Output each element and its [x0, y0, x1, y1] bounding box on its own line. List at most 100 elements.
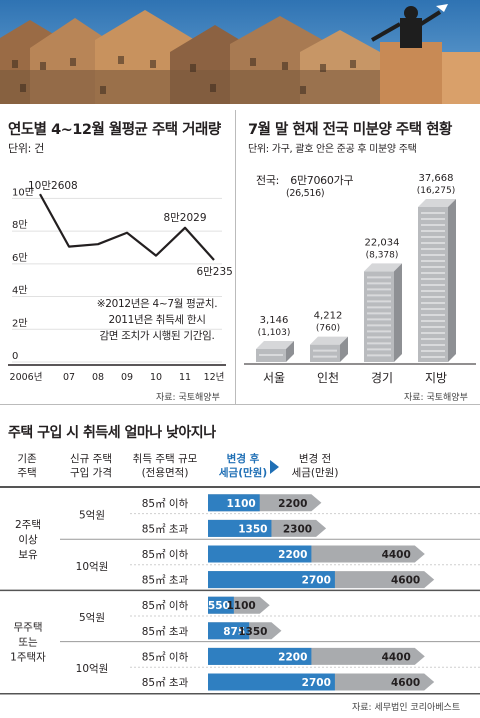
- data-label: 6만2355: [196, 266, 232, 278]
- after-value: 550: [208, 600, 230, 612]
- size-label: 85㎡ 초과: [142, 626, 189, 638]
- x-tick-label: 11: [179, 372, 191, 383]
- bar-after: [208, 545, 312, 563]
- col-header-before: 변경 전 세금(만원): [291, 453, 339, 479]
- bar-sub-label: (16,275): [417, 186, 456, 196]
- line-chart-note: ※2012년은 4~7월 평균치. 2011년은 취득세 한시 감면 조치가 시…: [82, 296, 232, 344]
- bar-chart-title: 7월 말 현재 전국 미분양 주택 현황: [248, 122, 452, 138]
- after-value: 1350: [238, 523, 267, 535]
- after-value: 1100: [226, 498, 255, 510]
- bar-side: [448, 199, 456, 362]
- data-label: 10만2608: [28, 180, 78, 192]
- group-label: 이상: [18, 534, 38, 546]
- x-tick-label: 09: [121, 372, 133, 383]
- data-label: 8만2029: [163, 212, 206, 224]
- bar-value-label: 4,212: [314, 311, 343, 322]
- price-label: 5억원: [79, 612, 105, 624]
- group-label: 1주택자: [10, 652, 46, 664]
- line-chart: 0 2만 4만 6만 8만 10만 2006년 07 08 09 10 11 12년 10만2608 8만2…: [8, 180, 232, 383]
- bar-front: [310, 344, 340, 362]
- after-value: 2700: [302, 575, 331, 587]
- col-header-existing: 기존 주택: [17, 453, 37, 479]
- size-label: 85㎡ 초과: [142, 575, 189, 587]
- bar-after: [208, 571, 335, 589]
- bar-value-label: 22,034: [365, 237, 400, 248]
- category-label: 경기: [371, 371, 393, 385]
- bar-chart-unit: 단위: 가구, 괄호 안은 준공 후 미분양 주택: [248, 144, 417, 155]
- bar-top: [418, 199, 456, 207]
- national-total: 전국: 6만7060가구 (26,516): [256, 172, 354, 199]
- table-title: 주택 구입 시 취득세 얼마나 낮아지나: [8, 425, 216, 441]
- bar-chart-source: 자료: 국토해양부: [404, 393, 468, 403]
- group-label: 또는: [18, 637, 38, 649]
- table-source: 자료: 세무법인 코리아베스트: [352, 703, 461, 713]
- line-chart-source: 자료: 국토해양부: [156, 393, 220, 403]
- col-header-after: 변경 후 세금(만원): [218, 453, 268, 479]
- national-value: 6만7060가구: [290, 174, 354, 187]
- before-value: 4600: [391, 575, 420, 587]
- y-tick-label: 2만: [12, 317, 28, 329]
- after-value: 2700: [302, 677, 331, 689]
- note-line: 감면 조치가 시행된 기간임.: [99, 330, 215, 342]
- before-value: 4400: [382, 549, 411, 561]
- bar-side: [286, 341, 294, 362]
- bar-value-label: 37,668: [419, 173, 454, 184]
- before-value: 2200: [278, 498, 307, 510]
- x-tick-label: 10: [150, 372, 162, 383]
- national-sub: (26,516): [286, 188, 325, 199]
- size-label: 85㎡ 초과: [142, 677, 189, 689]
- note-line: 2011년은 취득세 한시: [108, 314, 206, 326]
- tax-table: 85㎡ 이하 1100 2200 85㎡ 초과 1350 2300 5억원 85㎡ 이하 220…: [0, 494, 480, 695]
- size-label: 85㎡ 이하: [142, 650, 189, 663]
- col-header-size: 취득 주택 규모 (전용면적): [132, 453, 198, 479]
- x-tick-label: 07: [63, 372, 75, 383]
- bar-chart: 3,146 (1,103) 서울 4,212 (760) 인천 22,034 (8,378) 경…: [244, 173, 476, 385]
- before-value: 4600: [391, 677, 420, 689]
- y-tick-label: 0: [12, 351, 18, 362]
- bar-top: [256, 341, 294, 350]
- section-separator: [0, 404, 480, 405]
- line-chart-unit: 단위: 건: [8, 142, 45, 155]
- national-label: 전국:: [256, 174, 280, 187]
- price-label: 10억원: [76, 561, 109, 573]
- bar-side: [394, 263, 402, 362]
- x-tick-label: 2006년: [10, 372, 43, 383]
- bar-sub-label: (8,378): [366, 250, 399, 260]
- before-value: 1100: [226, 600, 255, 612]
- group-label: 2주택: [15, 519, 41, 531]
- bar-side: [340, 336, 348, 362]
- triangle-icon: [270, 460, 279, 474]
- bar-after: [208, 519, 272, 537]
- group-label: 보유: [18, 549, 38, 561]
- size-label: 85㎡ 이하: [142, 497, 189, 510]
- before-value: 2300: [283, 523, 312, 535]
- bar-sub-label: (1,103): [258, 328, 291, 338]
- panel-divider: [235, 110, 236, 405]
- before-value: 1350: [238, 626, 267, 638]
- table-header-rule: [0, 486, 480, 488]
- size-label: 85㎡ 이하: [142, 599, 189, 612]
- bar-after: [208, 647, 312, 665]
- bar-after: [208, 494, 260, 512]
- line-chart-title: 연도별 4~12월 월평균 주택 거래량: [8, 122, 221, 138]
- y-tick-label: 4만: [12, 285, 28, 297]
- after-value: 2200: [278, 651, 307, 663]
- before-value: 4400: [382, 651, 411, 663]
- bar-value-label: 3,146: [260, 315, 289, 326]
- bar-top: [310, 336, 348, 345]
- after-value: 2200: [278, 549, 307, 561]
- note-line: ※2012년은 4~7월 평균치.: [96, 298, 218, 310]
- bar-front: [364, 271, 394, 362]
- col-header-price: 신규 주택 구입 가격: [70, 453, 112, 479]
- bar-top: [364, 263, 402, 272]
- price-label: 10억원: [76, 663, 109, 675]
- size-label: 85㎡ 초과: [142, 523, 189, 535]
- bar-after: [208, 622, 250, 640]
- x-tick-label: 08: [92, 372, 104, 383]
- header-illustration: [0, 0, 480, 104]
- x-tick-label: 12년: [204, 372, 225, 383]
- y-tick-label: 10만: [12, 186, 34, 198]
- bar-after: [208, 596, 234, 614]
- size-label: 85㎡ 이하: [142, 548, 189, 561]
- after-value: 875: [223, 626, 245, 638]
